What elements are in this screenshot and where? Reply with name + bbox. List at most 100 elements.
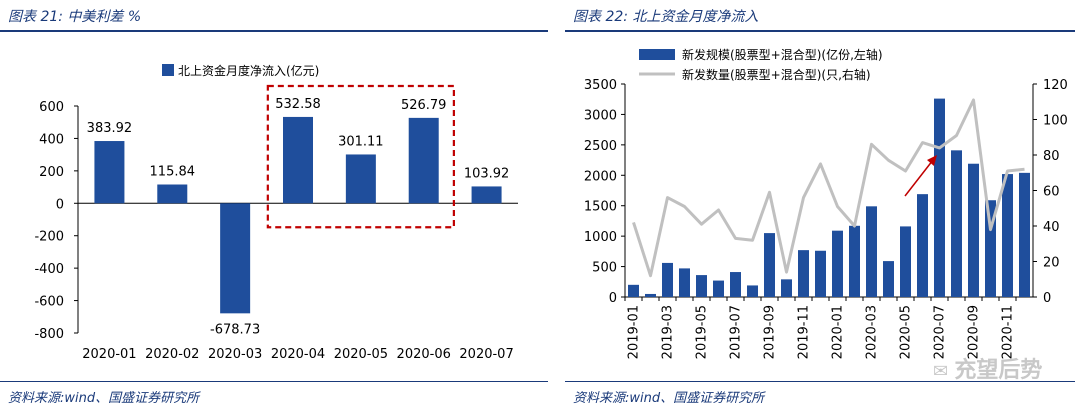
chart-right-svg: 0 500 1000 1500 2000 2500 3000 3500 0 20 40 60 80 100…	[584, 47, 1068, 359]
bar	[900, 226, 911, 297]
source-text: 资料来源:wind、国盛证券研究所	[573, 391, 765, 406]
bar	[849, 225, 860, 297]
data-label: 383.92	[87, 121, 133, 136]
bar	[157, 184, 188, 204]
title-rule	[565, 30, 1075, 32]
y-tick-label-right: 0	[1043, 291, 1051, 306]
bar	[883, 261, 894, 297]
data-label: 532.58	[275, 97, 321, 112]
chart-title: 图表 22: 北上资金月度净流入	[573, 9, 759, 25]
bar	[730, 272, 741, 297]
source-rule	[0, 381, 548, 382]
legend-label-bar: 新发规模(股票型+混合型)(亿份,左轴)	[682, 47, 883, 62]
title-rule	[0, 30, 548, 32]
bar	[283, 116, 313, 204]
bar	[1002, 174, 1013, 297]
y-tick-label-right: 80	[1043, 149, 1060, 164]
chart-panel-left: 图表 21: 中美利差 % -800 -600 -400 -200 0 200 400 600…	[0, 9, 548, 406]
data-label: 115.84	[150, 165, 196, 180]
x-tick-label: 2020-01	[831, 305, 846, 359]
data-label: -678.73	[210, 322, 260, 337]
bar	[94, 141, 125, 204]
legend-swatch	[162, 64, 174, 76]
bar	[832, 230, 843, 297]
x-tick-label: 2020-02	[145, 347, 199, 362]
chart-panel-right: 图表 22: 北上资金月度净流入 0 500 1000 1500 2000 2500 300…	[565, 0, 1075, 411]
source-text: 资料来源:wind、国盛证券研究所	[8, 391, 200, 406]
x-tick-label: 2020-03	[208, 347, 262, 362]
legend-label-line: 新发数量(股票型+混合型)(只,右轴)	[682, 67, 871, 82]
bar	[713, 280, 724, 297]
x-tick-label: 2019-11	[797, 305, 812, 359]
bar	[934, 98, 945, 297]
source-rule	[565, 381, 1075, 382]
bar	[471, 186, 502, 204]
x-tick-label: 2020-01	[82, 347, 136, 362]
bar	[1019, 172, 1030, 297]
x-tick-label: 2019-03	[661, 305, 676, 359]
watermark: ✉ 充望后势	[933, 352, 1042, 384]
y-tick-label: 600	[39, 100, 64, 115]
x-tick-label: 2020-07	[459, 347, 513, 362]
bar	[917, 194, 928, 297]
y-tick-label-right: 100	[1043, 114, 1068, 129]
x-tick-label: 2020-04	[271, 347, 325, 362]
y-tick-label-right: 20	[1043, 256, 1060, 271]
annotation-arrow-line	[904, 159, 934, 197]
bar	[815, 250, 826, 297]
bar	[645, 293, 656, 297]
y-tick-label-right: 120	[1043, 78, 1068, 93]
bar	[679, 268, 690, 297]
data-label: 103.92	[464, 166, 510, 181]
watermark-icon: ✉	[933, 361, 955, 382]
x-tick-label: 2020-07	[933, 305, 948, 359]
chart-title: 图表 21: 中美利差 %	[8, 9, 142, 25]
y-tick-label-right: 60	[1043, 185, 1060, 200]
bar	[747, 285, 758, 297]
y-tick-label-left: 0	[609, 291, 617, 306]
bar	[764, 233, 775, 297]
y-tick-label-left: 2000	[584, 169, 617, 184]
y-tick-label-left: 3000	[584, 108, 617, 123]
chart-left-svg: -800 -600 -400 -200 0 200 400 600 383.92 115.84 -6…	[34, 63, 518, 362]
x-tick-label: 2020-05	[334, 347, 388, 362]
bar	[662, 262, 673, 297]
x-tick-label: 2020-05	[899, 305, 914, 359]
bar	[985, 200, 996, 297]
x-tick-label: 2020-09	[967, 305, 982, 359]
bar	[220, 203, 251, 314]
bar	[345, 154, 376, 204]
x-tick-label: 2020-11	[1001, 305, 1016, 359]
bar	[628, 284, 639, 297]
legend-swatch-bar	[639, 49, 675, 60]
y-tick-label-left: 500	[592, 261, 617, 276]
x-tick-label: 2019-01	[627, 305, 642, 359]
y-tick-label-left: 1000	[584, 230, 617, 245]
x-tick-label: 2020-03	[865, 305, 880, 359]
bar	[781, 279, 792, 297]
y-tick-label-right: 40	[1043, 220, 1060, 235]
bar	[798, 250, 809, 297]
y-tick-label-left: 2500	[584, 139, 617, 154]
y-tick-label: -600	[34, 295, 64, 310]
y-tick-label: -400	[34, 262, 64, 277]
highlight-box	[266, 84, 455, 229]
y-tick-label: 400	[39, 132, 64, 147]
bar	[866, 206, 877, 297]
y-tick-label-left: 1500	[584, 200, 617, 215]
annotation-arrow-head	[927, 155, 937, 166]
bar	[968, 163, 979, 297]
y-tick-label: 200	[39, 165, 64, 180]
y-tick-label: -800	[34, 327, 64, 342]
series-line	[632, 98, 1025, 278]
data-label: 301.11	[338, 134, 384, 149]
legend-label: 北上资金月度净流入(亿元)	[178, 63, 319, 78]
x-tick-label: 2019-07	[729, 305, 744, 359]
bar	[696, 275, 707, 297]
y-tick-label: 0	[56, 197, 64, 212]
bar	[408, 117, 439, 204]
data-label: 526.79	[401, 98, 447, 113]
watermark-text: 充望后势	[954, 358, 1043, 383]
x-tick-label: 2020-06	[397, 347, 451, 362]
x-tick-label: 2019-05	[695, 305, 710, 359]
